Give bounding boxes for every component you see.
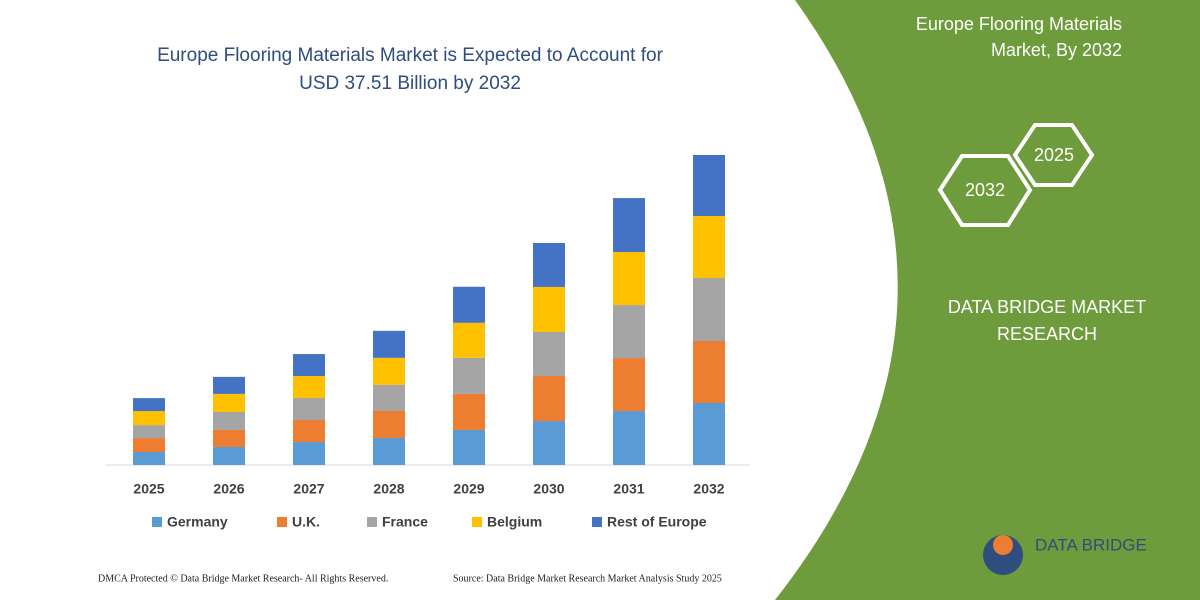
bar-segment [453, 322, 485, 358]
bar-segment [453, 286, 485, 323]
chart-title: Europe Flooring Materials Market is Expe… [157, 45, 664, 66]
bar-segment [293, 376, 325, 399]
bar-segment [133, 438, 165, 453]
x-tick-label: 2025 [133, 481, 164, 497]
legend-label: Rest of Europe [607, 514, 707, 530]
bar-segment [373, 330, 405, 358]
company-name: DATA BRIDGE MARKET [948, 297, 1146, 317]
bar-segment [533, 286, 565, 332]
bar-segment [213, 411, 245, 430]
logo-icon [993, 535, 1013, 555]
x-tick-label: 2031 [613, 481, 644, 497]
chart-title: USD 37.51 Billion by 2032 [299, 73, 521, 94]
green-panel [775, 0, 1200, 600]
bar-segment [293, 442, 325, 465]
x-tick-label: 2026 [213, 481, 244, 497]
bar-segment [293, 420, 325, 443]
bar-segment [613, 305, 645, 359]
bar-segment [613, 198, 645, 253]
hexagon-label: 2025 [1034, 145, 1074, 165]
legend-swatch [277, 517, 287, 527]
bar-segment [693, 216, 725, 279]
bar-segment [453, 357, 485, 394]
x-tick-label: 2029 [453, 481, 484, 497]
legend-swatch [152, 517, 162, 527]
legend-swatch [592, 517, 602, 527]
panel-title: Europe Flooring Materials [916, 14, 1122, 34]
logo-text: DATA BRIDGE [1035, 535, 1147, 554]
hexagon-label: 2032 [965, 180, 1005, 200]
bar-segment [453, 393, 485, 430]
bar-segment [373, 437, 405, 465]
bar-segment [613, 252, 645, 306]
x-tick-label: 2030 [533, 481, 564, 497]
bar-segment [613, 358, 645, 412]
bar-segment [693, 403, 725, 465]
bar-segment [133, 452, 165, 465]
x-tick-label: 2028 [373, 481, 404, 497]
bar-segment [293, 398, 325, 421]
bar-segment [133, 411, 165, 426]
bar-segment [133, 398, 165, 412]
bar-segment [693, 278, 725, 341]
x-tick-label: 2027 [293, 481, 324, 497]
bar-segment [693, 341, 725, 403]
footer-note: DMCA Protected © Data Bridge Market Rese… [98, 573, 388, 584]
bar-segment [613, 411, 645, 465]
bar-segment [533, 421, 565, 465]
legend-swatch [367, 517, 377, 527]
bar-segment [693, 155, 725, 217]
bar-segment [533, 375, 565, 422]
bar-segment [533, 242, 565, 287]
bar-segment [213, 446, 245, 465]
legend-label: Germany [167, 514, 228, 530]
bar-segment [133, 425, 165, 439]
x-tick-label: 2032 [693, 481, 724, 497]
legend-label: France [382, 514, 428, 530]
footer-source: Source: Data Bridge Market Research Mark… [453, 573, 722, 584]
bar-segment [213, 429, 245, 447]
hexagon [1012, 123, 1095, 187]
bar-segment [453, 429, 485, 465]
bar-segment [373, 384, 405, 411]
bar-segment [213, 393, 245, 412]
bar-segment [293, 354, 325, 377]
bar-segment [373, 357, 405, 385]
bar-segment [533, 331, 565, 376]
legend-label: Belgium [487, 514, 542, 530]
legend-label: U.K. [292, 514, 320, 530]
bar-segment [373, 410, 405, 438]
panel-title: Market, By 2032 [991, 40, 1122, 60]
hexagon [937, 154, 1033, 227]
bar-segment [213, 376, 245, 394]
legend-swatch [472, 517, 482, 527]
company-name: RESEARCH [997, 324, 1097, 344]
